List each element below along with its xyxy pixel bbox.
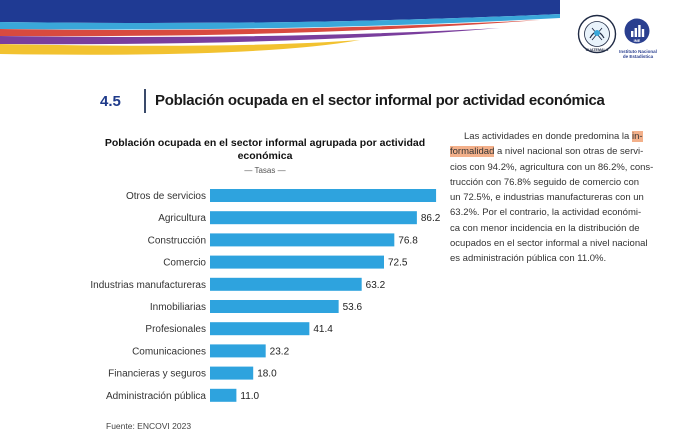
bar: [210, 300, 339, 313]
paragraph-line: un 72.5%, e industrias manufactureras co…: [450, 192, 644, 204]
banner-stripe-yellow: [0, 40, 360, 55]
category-label: Profesionales: [145, 324, 206, 335]
category-label: Agricultura: [158, 213, 206, 224]
bar: [210, 344, 266, 358]
bar: [210, 366, 254, 380]
bar: [210, 322, 310, 336]
banner-stripe-purple: [0, 28, 500, 45]
category-label: Otros de servicios: [126, 191, 206, 202]
highlighted-word: formalidad: [450, 146, 495, 158]
bar-value-label: 72.5: [388, 258, 408, 269]
banner-stripe-blue: [0, 0, 560, 23]
bar-value-label: 86.2: [421, 213, 440, 224]
bar: [210, 211, 417, 225]
highlighted-word: in-: [631, 131, 643, 142]
section-title: Población ocupada en el sector informal …: [155, 92, 605, 109]
paragraph-line: trucción con 76.8% seguido de comercio c…: [450, 176, 640, 188]
bar-value-label: 76.8: [398, 235, 418, 246]
bar: [210, 189, 437, 202]
body-paragraph: Las actividades en donde predomina la in…: [450, 129, 654, 267]
paragraph-line: Las actividades en donde predomina la in…: [450, 129, 643, 144]
chart-title-line1: Población ocupada en el sector informal …: [104, 137, 426, 149]
ine-acronym: INE: [634, 38, 641, 43]
ine-logo: INE: [624, 18, 650, 44]
bar: [210, 277, 362, 291]
bar-value-label: 11.0: [240, 391, 259, 402]
chart-subtitle: — Tasas —: [244, 166, 286, 175]
bar-chart: Otros de servicios94.2Agricultura86.2Con…: [90, 189, 440, 402]
category-label: Administración pública: [106, 391, 206, 402]
category-label: Comunicaciones: [132, 346, 206, 357]
paragraph-line: cios con 94.2%, agricultura con un 86.2%…: [450, 161, 654, 173]
paragraph-line: 63.2%. Por el contrario, la actividad ec…: [450, 207, 642, 219]
bar: [210, 388, 237, 402]
category-label: Comercio: [163, 258, 206, 269]
ine-name-line1: Instituto Nacional: [619, 49, 657, 54]
chart-source: Fuente: ENCOVI 2023: [106, 421, 192, 431]
category-label: Industrias manufactureras: [90, 280, 206, 291]
paragraph-line: ocupados en el sector informal a nivel n…: [450, 238, 648, 250]
category-label: Financieras y seguros: [108, 369, 206, 380]
header-banner: [0, 0, 560, 55]
bar-value-label: 53.6: [343, 302, 363, 313]
section-number: 4.5: [100, 93, 121, 110]
seal-text: GUATEMALA: [586, 48, 609, 52]
paragraph-text: a nivel nacional son otras de servi-: [494, 146, 644, 158]
bar: [210, 233, 395, 247]
ine-name: Instituto Nacional de Estadística: [612, 49, 664, 59]
category-label: Construcción: [148, 235, 206, 246]
section-divider: [144, 89, 146, 113]
paragraph-line: formalidad a nivel nacional son otras de…: [450, 144, 643, 159]
chart-title-line2: económica: [237, 150, 293, 162]
bar-value-label: 23.2: [270, 346, 290, 357]
guatemala-seal-logo: GUATEMALA: [577, 14, 617, 54]
bar-value-label: 18.0: [257, 369, 277, 380]
banner-stripe-cyan: [0, 14, 560, 30]
category-label: Inmobiliarias: [150, 302, 206, 313]
paragraph-line: es administración pública con 11.0%.: [450, 253, 607, 265]
ine-name-line2: de Estadística: [622, 54, 654, 59]
bar-value-label: 63.2: [366, 280, 386, 291]
bar: [210, 255, 384, 269]
bar-value-label: 41.4: [313, 324, 333, 335]
banner-stripe-red: [0, 20, 540, 37]
chart-title: Población ocupada en el sector informal …: [100, 137, 430, 163]
paragraph-line: ca con menor incidencia en la distribuci…: [450, 222, 640, 234]
paragraph-text: Las actividades en donde predomina la: [464, 131, 632, 142]
